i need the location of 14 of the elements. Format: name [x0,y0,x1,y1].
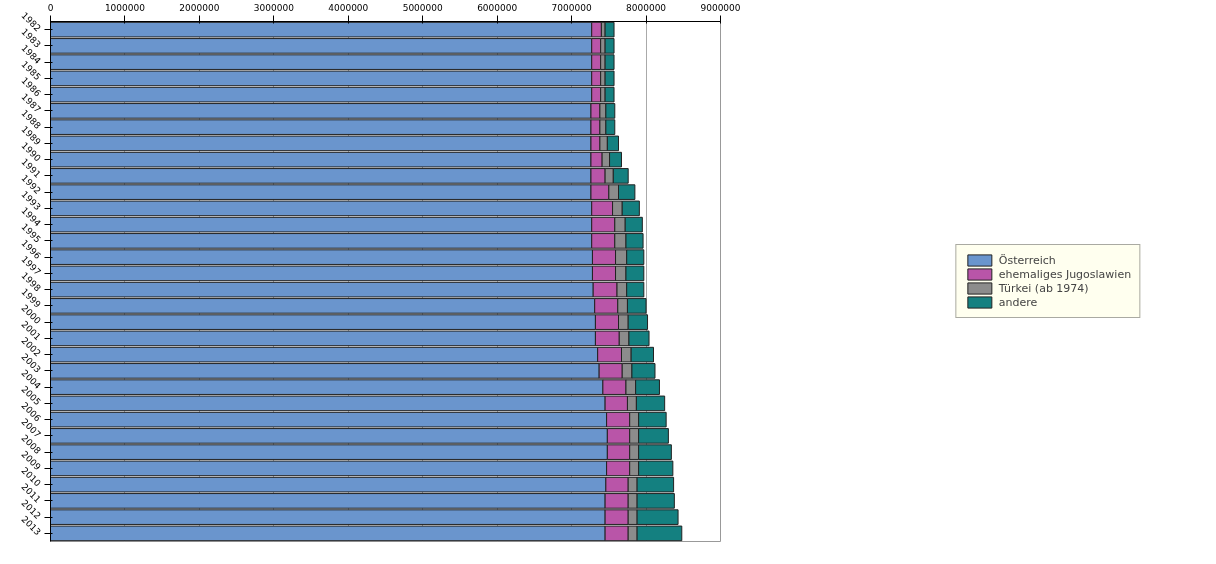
x-tick-label: 1000000 [104,2,146,13]
x-tick-label: 3000000 [253,2,295,13]
x-tick-label: 7000000 [551,2,592,13]
x-tick-label: 9000000 [700,2,741,13]
x-tick-label: 8000000 [626,2,667,13]
legend-label: Türkei (ab 1974) [998,281,1089,295]
x-tick-label: 4000000 [328,2,369,13]
legend-label: ehemaliges Jugoslawien [998,267,1132,281]
legend-label: andere [998,295,1038,309]
x-tick-label: 6000000 [477,2,518,13]
x-tick-label: 0 [47,2,54,13]
x-tick-label: 2000000 [179,2,220,13]
legend-label: Österreich [998,253,1056,267]
x-tick-label: 5000000 [402,2,444,13]
